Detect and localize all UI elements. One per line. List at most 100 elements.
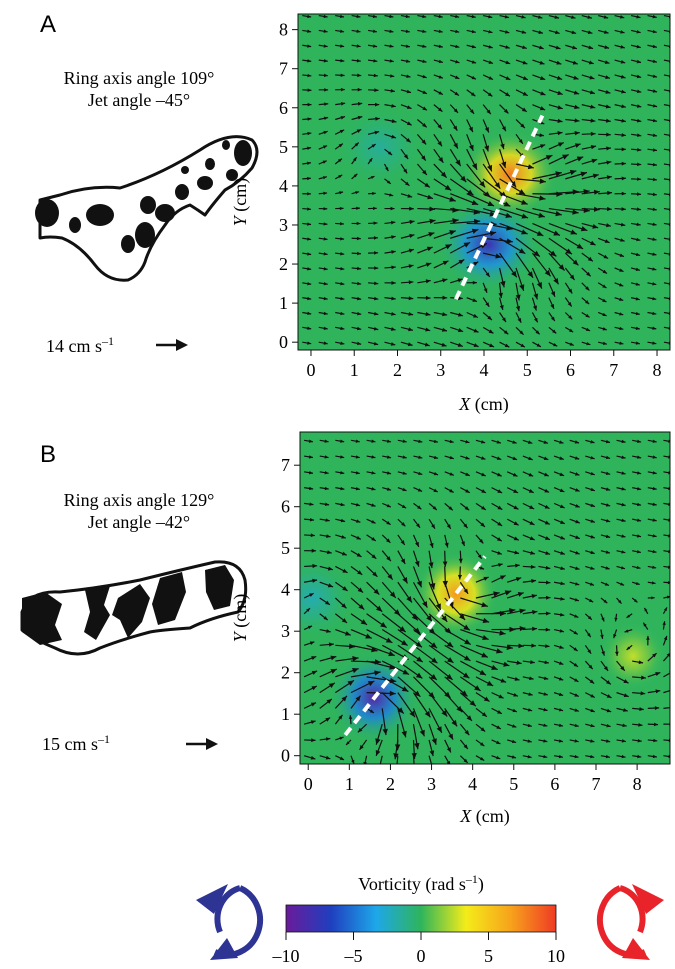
velocity-vector-head bbox=[626, 646, 631, 650]
velocity-vector-head bbox=[505, 212, 512, 219]
velocity-vector-head bbox=[543, 723, 548, 727]
velocity-vector-head bbox=[357, 570, 363, 575]
velocity-vector-head bbox=[652, 29, 657, 34]
velocity-vector-head bbox=[402, 576, 408, 584]
velocity-vector-head bbox=[495, 253, 502, 259]
velocity-vector-head bbox=[438, 91, 443, 95]
velocity-vector-head bbox=[425, 279, 431, 284]
velocity-vector-head bbox=[493, 591, 500, 597]
velocity-vector-head bbox=[464, 729, 470, 736]
velocity-vector-head bbox=[442, 312, 448, 317]
velocity-vector-head bbox=[426, 615, 433, 622]
velocity-vector bbox=[663, 267, 670, 270]
velocity-vector-head bbox=[421, 139, 427, 145]
panel-b: B Ring axis angle 129° Jet angle –42° 15… bbox=[20, 431, 671, 827]
velocity-vector-head bbox=[560, 551, 565, 555]
panel-b-letter: B bbox=[40, 441, 56, 468]
velocity-vector-head bbox=[408, 248, 414, 253]
velocity-vector-head bbox=[666, 652, 670, 657]
velocity-vector-head bbox=[545, 551, 551, 555]
velocity-vector-head bbox=[522, 60, 528, 65]
velocity-vector-head bbox=[369, 709, 374, 713]
panel-a-animal-silhouette bbox=[35, 135, 259, 282]
velocity-vector-head bbox=[471, 163, 478, 170]
velocity-vector-head bbox=[605, 487, 611, 491]
velocity-vector-head bbox=[652, 502, 657, 507]
x-tick-label: 6 bbox=[550, 774, 559, 794]
velocity-vector-head bbox=[457, 328, 464, 333]
velocity-vector bbox=[663, 29, 670, 33]
velocity-vector-head bbox=[621, 104, 626, 109]
velocity-vector-head bbox=[491, 664, 498, 670]
velocity-vector-head bbox=[429, 750, 435, 757]
velocity-vector bbox=[663, 193, 670, 196]
velocity-vector-head bbox=[499, 630, 506, 636]
velocity-vector-head bbox=[326, 699, 332, 704]
velocity-vector-head bbox=[589, 679, 595, 684]
velocity-vector-head bbox=[385, 538, 391, 543]
velocity-vector-head bbox=[307, 267, 312, 271]
velocity-vector-head bbox=[307, 29, 312, 33]
velocity-vector-head bbox=[605, 455, 611, 460]
velocity-vector-head bbox=[484, 127, 489, 133]
velocity-vector-head bbox=[389, 44, 394, 48]
velocity-vector-head bbox=[496, 755, 501, 760]
velocity-vector-head bbox=[635, 267, 640, 272]
velocity-vector-head bbox=[574, 739, 579, 743]
velocity-vector bbox=[663, 341, 670, 344]
y-tick-label: 0 bbox=[281, 746, 290, 766]
velocity-vector-head bbox=[559, 661, 564, 665]
velocity-vector-head bbox=[574, 693, 579, 697]
velocity-vector-head bbox=[390, 342, 396, 346]
velocity-vector-head bbox=[587, 615, 592, 620]
velocity-vector-head bbox=[309, 502, 314, 506]
velocity-vector-head bbox=[338, 143, 343, 148]
velocity-vector-head bbox=[638, 660, 644, 665]
velocity-vector-head bbox=[446, 524, 451, 529]
velocity-vector-head bbox=[636, 29, 641, 34]
velocity-vector-head bbox=[446, 673, 453, 680]
velocity-vector-head bbox=[498, 292, 504, 299]
velocity-vector-head bbox=[489, 343, 495, 348]
velocity-vector-head bbox=[481, 652, 488, 658]
velocity-vector-head bbox=[437, 140, 442, 147]
velocity-vector-head bbox=[307, 131, 312, 136]
velocity-vector-head bbox=[518, 643, 524, 649]
velocity-vector-head bbox=[311, 670, 318, 675]
velocity-vector-head bbox=[357, 115, 363, 120]
velocity-vector-head bbox=[651, 581, 656, 585]
velocity-vector-head bbox=[307, 59, 312, 63]
vorticity-patch bbox=[415, 552, 498, 636]
velocity-vector-head bbox=[323, 311, 328, 316]
velocity-vector-head bbox=[635, 311, 640, 316]
velocity-vector-head bbox=[519, 330, 524, 335]
y-tick-label: 8 bbox=[279, 20, 288, 40]
velocity-vector-head bbox=[603, 666, 609, 671]
ring-axis-dashed-line bbox=[454, 114, 545, 301]
velocity-vector-head bbox=[438, 157, 444, 163]
velocity-vector-head bbox=[544, 520, 550, 525]
velocity-vector-head bbox=[635, 581, 640, 585]
x-tick-label: 0 bbox=[304, 774, 313, 794]
velocity-vector-head bbox=[327, 550, 332, 555]
velocity-vector-head bbox=[662, 621, 666, 626]
velocity-vector-head bbox=[370, 176, 375, 179]
velocity-vector-head bbox=[487, 164, 493, 172]
velocity-vector-head bbox=[442, 260, 449, 266]
panel-b-vector-field bbox=[299, 431, 671, 765]
velocity-vector-head bbox=[486, 109, 491, 115]
y-tick-label: 3 bbox=[279, 215, 288, 235]
velocity-vector-head bbox=[463, 624, 470, 631]
velocity-vector-head bbox=[575, 504, 580, 508]
panel-a-axes: 0 1 2 3 4 5 6 7 8 0 1 2 3 4 5 6 7 8 bbox=[279, 20, 662, 380]
velocity-vector-head bbox=[558, 723, 563, 727]
velocity-vector-head bbox=[415, 672, 423, 679]
velocity-vector-head bbox=[464, 639, 471, 645]
velocity-vector-head bbox=[560, 581, 565, 586]
velocity-vector-head bbox=[620, 238, 625, 242]
velocity-vector-head bbox=[425, 327, 431, 332]
velocity-vector-head bbox=[441, 327, 447, 332]
velocity-vector-head bbox=[602, 312, 607, 317]
velocity-vector bbox=[663, 104, 670, 107]
velocity-vector-head bbox=[414, 541, 419, 547]
